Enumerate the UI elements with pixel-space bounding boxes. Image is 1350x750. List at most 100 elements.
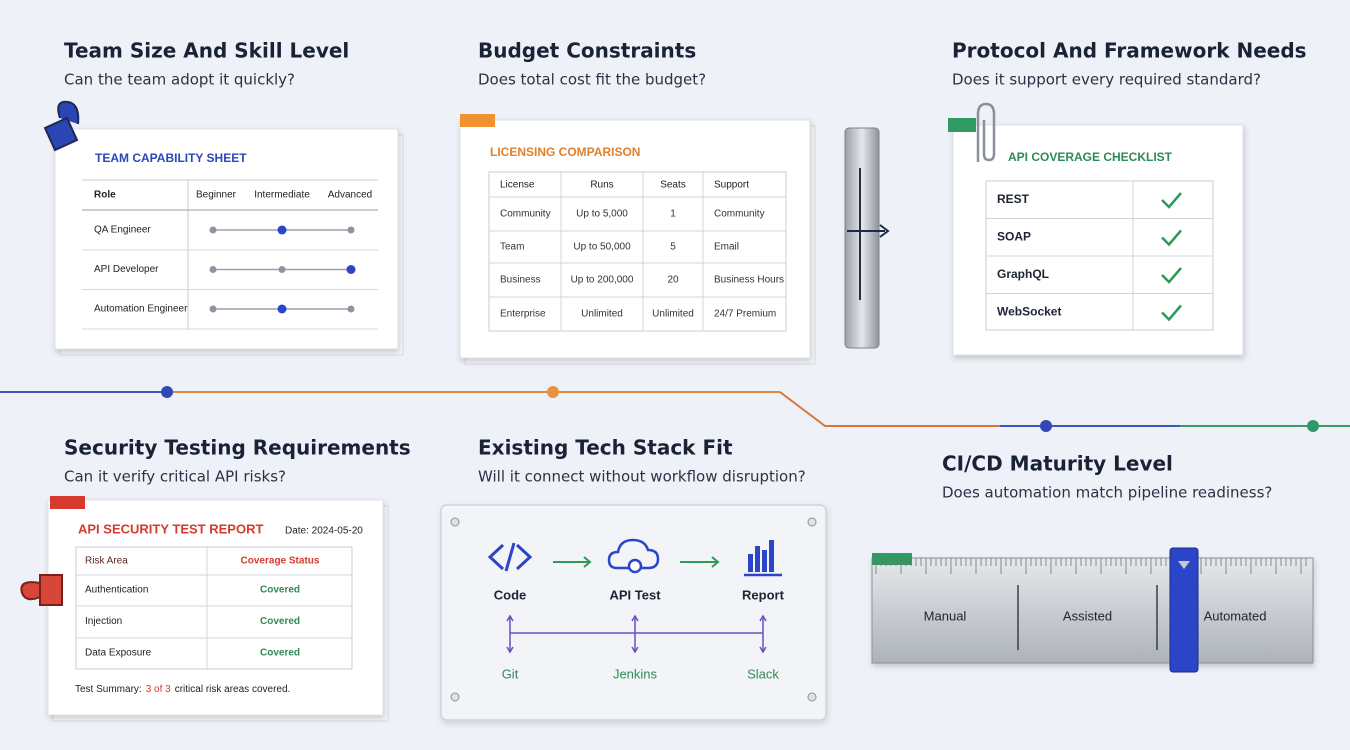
scale-dot [209, 305, 217, 313]
sheet [459, 119, 811, 359]
arrow-head [879, 224, 890, 238]
section-question: Can it verify critical API risks? [64, 468, 286, 486]
summary-part: critical risk areas covered. [175, 684, 291, 695]
maturity-level: Assisted [1063, 608, 1112, 623]
integration: Jenkins [613, 666, 658, 681]
section-title: Security Testing Requirements [64, 436, 411, 460]
column-header: Coverage Status [241, 556, 320, 567]
integration: Slack [747, 666, 779, 681]
report-icon-bar [748, 554, 753, 572]
scale-dot [209, 226, 217, 234]
check [1161, 267, 1182, 284]
steel-bar [844, 127, 880, 349]
arrow-heads [631, 614, 639, 654]
cell: Email [714, 242, 739, 253]
arrow-head [711, 556, 720, 568]
screw [450, 517, 460, 527]
gear-icon [627, 558, 643, 574]
ruler [871, 557, 1314, 664]
check [1161, 304, 1182, 322]
check [1161, 229, 1182, 247]
report-icon-bar [755, 546, 760, 572]
sheet [952, 124, 1244, 356]
coverage-status: Covered [260, 616, 300, 627]
cell: 20 [667, 275, 679, 286]
section-title: Existing Tech Stack Fit [478, 436, 733, 460]
column-header: Support [714, 180, 749, 191]
section-question: Will it connect without workflow disrupt… [478, 468, 806, 486]
column-header: Beginner [196, 190, 237, 201]
tab [948, 118, 976, 132]
role: API Developer [94, 264, 159, 275]
protocol: REST [997, 192, 1030, 206]
section-title: Budget Constraints [478, 39, 696, 63]
binder-clip [43, 100, 80, 152]
cell: 5 [670, 242, 676, 253]
scale-dot [209, 266, 217, 273]
scale-dot [347, 226, 355, 234]
checklist-title: API COVERAGE CHECKLIST [1008, 150, 1173, 164]
tab [460, 114, 495, 127]
cell: Up to 50,000 [573, 242, 631, 253]
table-frame [488, 171, 787, 332]
cell: 1 [670, 209, 676, 220]
glass-panel [440, 504, 827, 721]
scale-dot [347, 305, 355, 313]
section-title: Team Size And Skill Level [64, 39, 349, 63]
tab [872, 553, 912, 565]
column-header: Seats [660, 180, 686, 191]
cell: Community [500, 209, 551, 220]
column-header: Risk Area [85, 556, 128, 567]
maturity-level: Automated [1204, 608, 1267, 623]
timeline [0, 386, 1350, 432]
flow-step: Code [494, 587, 527, 602]
report-icon-bar [762, 550, 767, 572]
cell: Community [714, 209, 765, 220]
column-header: License [500, 180, 535, 191]
cell: 24/7 Premium [714, 309, 776, 320]
cell: Business Hours [714, 275, 784, 286]
section-title: CI/CD Maturity Level [942, 452, 1173, 476]
column-header: Runs [590, 180, 613, 191]
protocol: WebSocket [997, 305, 1061, 319]
binder-clip [20, 574, 63, 606]
tab [50, 496, 85, 509]
section-title: Protocol And Framework Needs [952, 39, 1307, 63]
section-question: Does automation match pipeline readiness… [942, 484, 1272, 502]
protocol: GraphQL [997, 267, 1049, 281]
column-header: Role [94, 190, 116, 201]
sheet [54, 128, 399, 350]
cell: Unlimited [581, 309, 623, 320]
coverage-status: Covered [260, 585, 300, 596]
risk-area: Authentication [85, 585, 148, 596]
flow-step: API Test [609, 587, 661, 602]
slider-pointer [1178, 561, 1190, 569]
coverage-status: Covered [260, 648, 300, 659]
cell: Enterprise [500, 309, 546, 320]
risk-area: Injection [85, 616, 122, 627]
cell: Team [500, 242, 524, 253]
flow-step: Report [742, 587, 785, 602]
screw [450, 692, 460, 702]
sheet [47, 499, 384, 716]
cell: Business [500, 275, 541, 286]
screw [807, 692, 817, 702]
cell: Up to 200,000 [571, 275, 634, 286]
skill-level [346, 265, 356, 274]
role: QA Engineer [94, 225, 151, 236]
summary-part: Test Summary: [75, 684, 142, 695]
integration: Git [502, 666, 519, 681]
paperclip [976, 102, 996, 162]
section-question: Does it support every required standard? [952, 71, 1261, 89]
column-header: Advanced [328, 190, 372, 201]
arrow-heads [506, 614, 514, 654]
code-icon [487, 542, 533, 572]
risk-area: Data Exposure [85, 648, 152, 659]
summary: Test Summary: 3 of 3 critical risk areas c… [75, 684, 290, 695]
arrow-head [583, 556, 592, 568]
summary-part: 3 of 3 [146, 684, 171, 695]
skill-level [277, 225, 287, 235]
role: Automation Engineer [94, 304, 188, 315]
protocol: SOAP [997, 230, 1031, 244]
